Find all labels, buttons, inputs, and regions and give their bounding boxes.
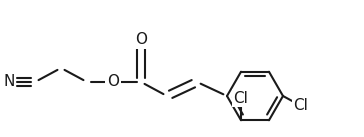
Text: Cl: Cl [234,91,249,106]
Text: O: O [107,75,119,89]
Text: N: N [3,75,15,89]
Text: Cl: Cl [293,99,308,113]
Text: O: O [135,32,147,48]
